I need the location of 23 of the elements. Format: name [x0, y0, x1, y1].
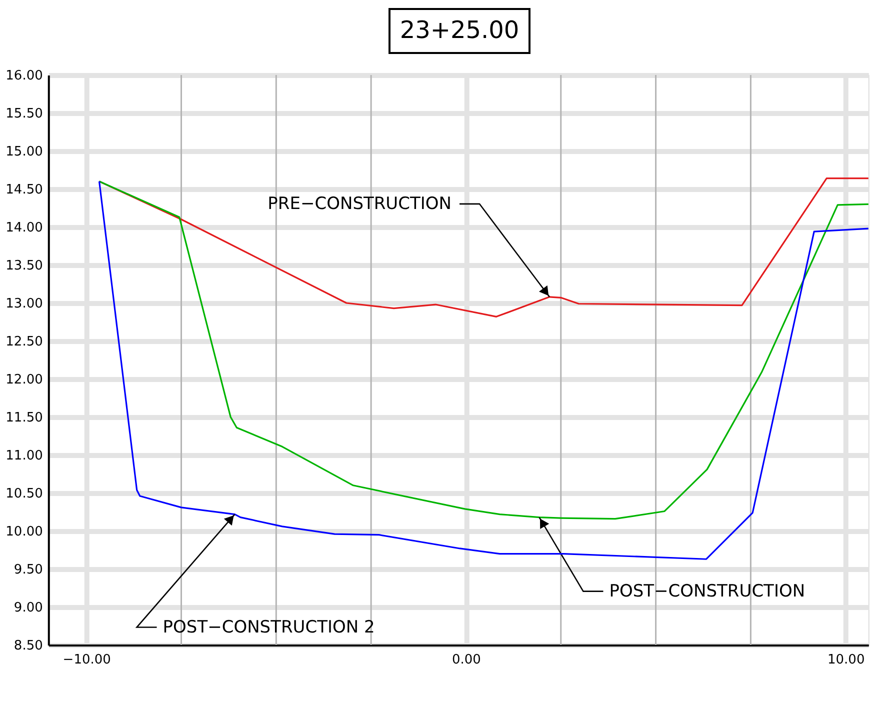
y-tick-label: 12.00: [6, 372, 43, 388]
y-tick-label: 13.50: [6, 258, 43, 274]
x-tick-label: −10.00: [62, 652, 111, 668]
y-tick-label: 12.50: [6, 334, 43, 350]
y-tick-label: 10.50: [6, 486, 43, 502]
y-tick-label: 16.00: [6, 68, 43, 84]
y-tick-label: 15.50: [6, 106, 43, 122]
y-tick-label: 13.00: [6, 296, 43, 312]
y-tick-label: 9.50: [14, 562, 43, 578]
x-tick-label: 0.00: [452, 652, 481, 668]
x-tick-label: 10.00: [827, 652, 865, 668]
y-tick-label: 8.50: [14, 638, 43, 654]
y-tick-label: 11.50: [6, 410, 43, 426]
y-tick-label: 15.00: [6, 144, 43, 160]
y-tick-label: 14.00: [6, 220, 43, 236]
y-tick-label: 9.00: [14, 600, 43, 616]
y-tick-label: 11.00: [6, 448, 43, 464]
text: POST−CONSTRUCTION: [609, 581, 806, 602]
text: POST−CONSTRUCTION 2: [162, 617, 375, 638]
y-tick-label: 14.50: [6, 182, 43, 198]
chart-title: 23+25.00: [400, 16, 520, 44]
y-tick-label: 10.00: [6, 524, 43, 540]
text: PRE−CONSTRUCTION: [268, 194, 452, 214]
